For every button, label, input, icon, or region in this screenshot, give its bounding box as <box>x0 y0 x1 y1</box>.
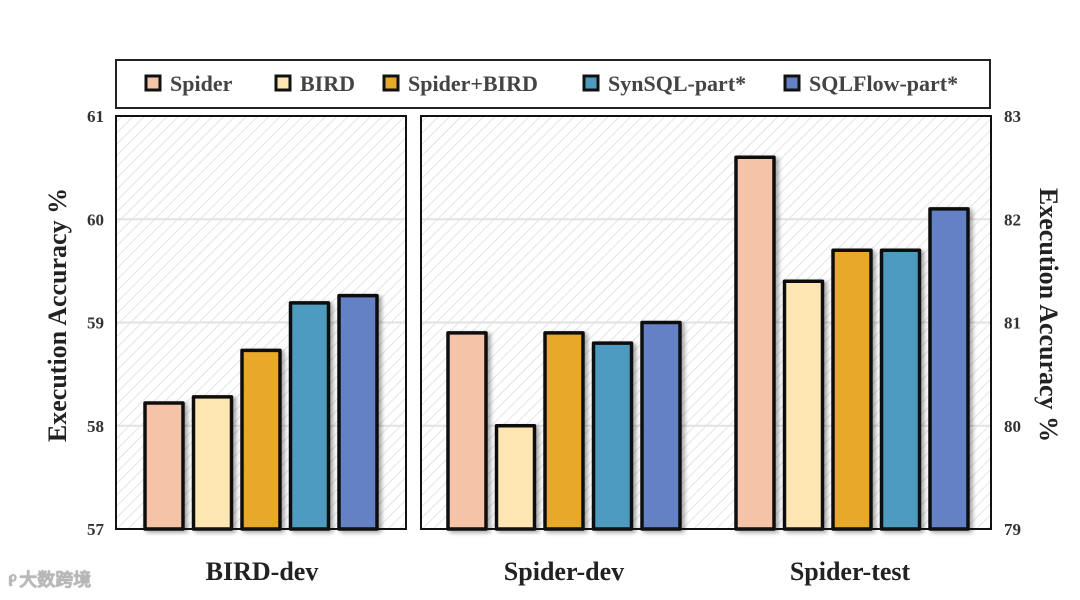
bar-Spider-test-SQLFlow-part* <box>928 207 970 531</box>
bar-Spider-test-BIRD <box>782 279 825 531</box>
plot-frame <box>420 115 992 530</box>
bar-Spider-dev-BIRD <box>494 424 537 531</box>
bar-Spider-test-Spider <box>734 155 776 531</box>
bar-BIRD-dev-Spider <box>143 401 185 531</box>
x-category-label: BIRD-dev <box>206 557 319 586</box>
legend-label: Spider+BIRD <box>408 71 538 96</box>
y-axis-label-right: Execution Accuracy % <box>1034 188 1063 442</box>
y-tick-label: 82 <box>1004 210 1021 229</box>
bar-BIRD-dev-SynSQL-part* <box>288 301 331 531</box>
legend: Spider BIRD Spider+BIRD SynSQL-part* SQLFlow… <box>115 59 991 109</box>
x-category-label: Spider-dev <box>504 557 624 586</box>
y-tick-label: 58 <box>87 417 104 436</box>
legend-swatch-2 <box>382 74 400 92</box>
panel-0: 57 58 59 60 61 BIRD-dev <box>87 107 407 586</box>
bar-Spider-dev-SQLFlow-part* <box>640 320 682 531</box>
x-category-label: Spider-test <box>790 557 911 586</box>
watermark-text: 大数跨境 <box>19 570 92 591</box>
bar-Spider-test-Spider+BIRD <box>831 248 873 531</box>
y-tick-label: 81 <box>1004 314 1021 333</box>
legend-label: SQLFlow-part* <box>809 71 958 96</box>
y-axis-label-left: Execution Accuracy % <box>43 188 72 442</box>
bar-Spider-dev-Spider <box>446 331 488 531</box>
bar-Spider-dev-Spider+BIRD <box>543 331 585 531</box>
plot-frame <box>115 115 407 530</box>
watermark-logo-icon: ιͦ <box>8 570 20 591</box>
legend-swatch-0 <box>144 74 162 92</box>
bar-Spider-dev-SynSQL-part* <box>591 341 634 531</box>
legend-label: BIRD <box>300 71 355 96</box>
legend-swatch-4 <box>783 74 801 92</box>
legend-swatch-1 <box>274 74 292 92</box>
y-tick-label: 83 <box>1004 107 1021 126</box>
legend-label: Spider <box>170 71 233 96</box>
y-tick-label: 80 <box>1004 417 1021 436</box>
watermark: ιͦ 大数跨境 <box>8 566 91 592</box>
bar-BIRD-dev-SQLFlow-part* <box>337 293 379 531</box>
legend-box <box>115 59 991 109</box>
panel-1: 79 80 81 82 83 Spider-dev Spider-test <box>420 107 1021 586</box>
y-tick-label: 59 <box>87 314 104 333</box>
bar-BIRD-dev-Spider+BIRD <box>240 348 282 531</box>
y-tick-label: 79 <box>1004 520 1021 539</box>
legend-swatch-3 <box>582 74 600 92</box>
y-tick-label: 57 <box>87 520 105 539</box>
legend-label: SynSQL-part* <box>608 71 746 96</box>
bar-BIRD-dev-BIRD <box>191 395 234 531</box>
y-tick-label: 60 <box>87 210 104 229</box>
bar-Spider-test-SynSQL-part* <box>879 248 922 531</box>
y-tick-label: 61 <box>87 107 104 126</box>
